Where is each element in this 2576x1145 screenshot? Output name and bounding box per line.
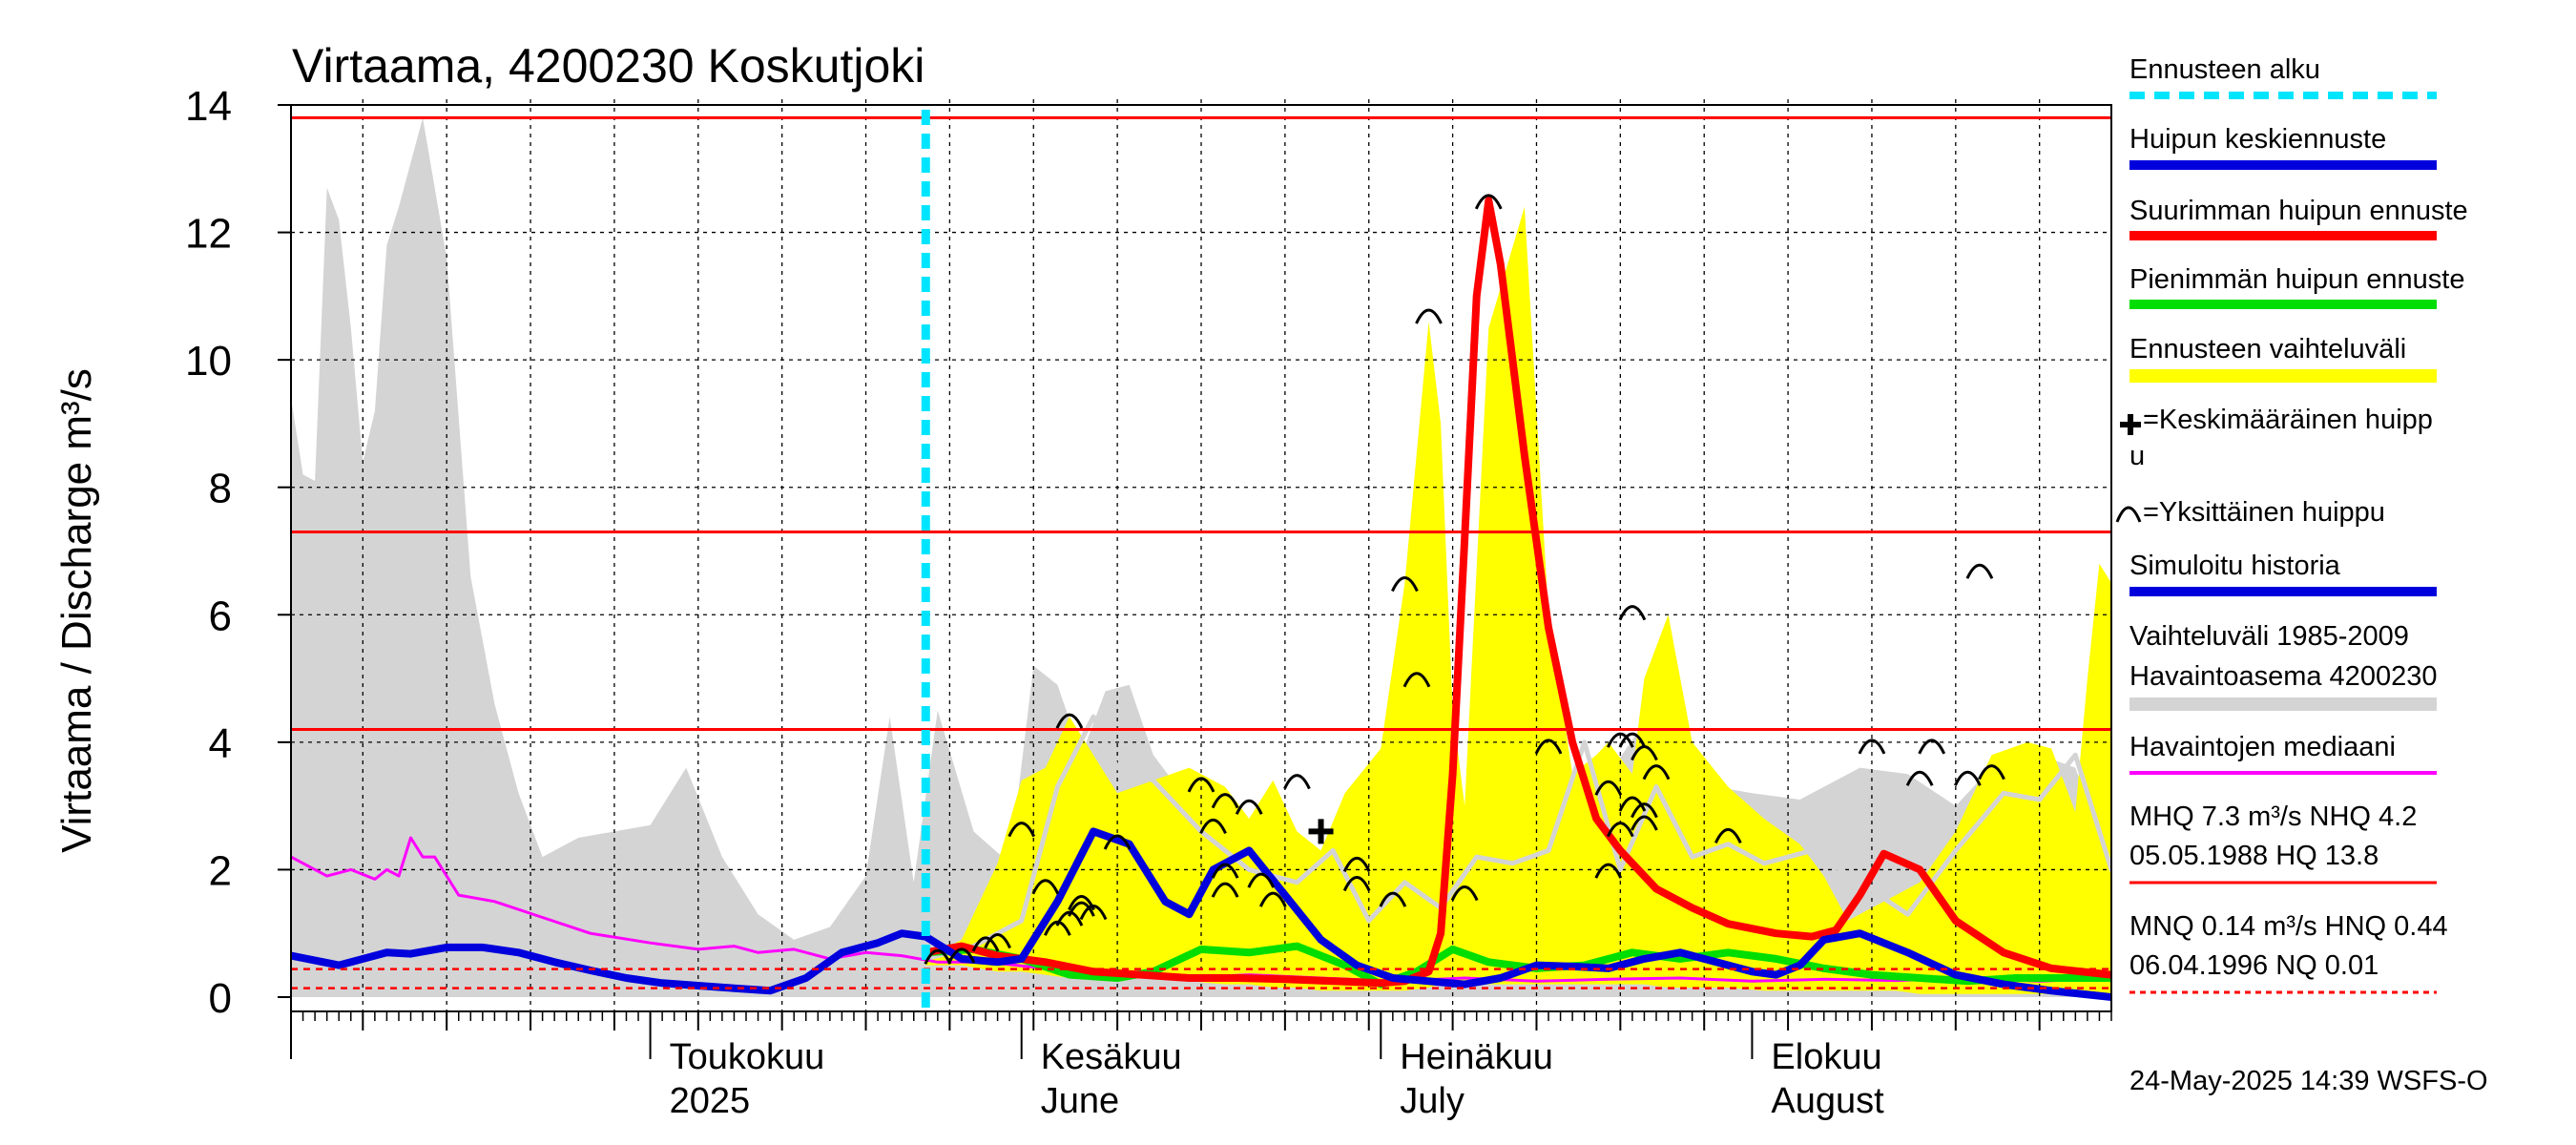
single-peak-marker (1631, 815, 1658, 831)
x-month-label-fi: Heinäkuu (1400, 1037, 1553, 1077)
legend-mhq-text: MHQ 7.3 m³/s NHQ 4.2 (2129, 802, 2417, 832)
legend: Ennusteen alku Huipun keskiennuste Suuri… (2115, 54, 2468, 994)
legend-huipun-keskiennuste-label: Huipun keskiennuste (2129, 124, 2386, 155)
x-month-label-en: June (1041, 1081, 1119, 1121)
single-peak-marker (1642, 764, 1671, 781)
footer-timestamp: 24-May-2025 14:39 WSFS-O (2129, 1066, 2488, 1096)
single-peak-marker (1618, 796, 1647, 812)
single-peak-marker (1415, 308, 1443, 324)
y-tick-label: 12 (185, 211, 232, 258)
legend-havaintoasema-label: Havaintoasema 4200230 (2129, 661, 2437, 692)
cross-icon (2120, 414, 2141, 435)
single-peak-marker (971, 936, 1000, 952)
single-peak-marker (1391, 576, 1419, 593)
series-lines-layer (291, 197, 2111, 1001)
single-peak-marker (1918, 739, 1946, 755)
single-peak-marker (1187, 777, 1215, 793)
legend-simuloitu-label: Simuloitu historia (2129, 551, 2341, 581)
y-tick-label: 6 (209, 593, 232, 639)
band-ennusteen-vaihteluvali (925, 206, 2111, 994)
legend-suurimman-label: Suurimman huipun ennuste (2129, 196, 2468, 226)
single-peak-marker (924, 948, 952, 965)
legend-nq-text: 06.04.1996 NQ 0.01 (2129, 950, 2379, 981)
single-peak-marker (1103, 834, 1132, 850)
single-peak-marker (1068, 901, 1095, 917)
mean-peak-marker (1308, 819, 1334, 844)
single-peak-marker (1199, 818, 1227, 834)
x-month-label-en: July (1400, 1081, 1465, 1121)
single-peak-marker (1474, 194, 1503, 210)
y-tick-label: 4 (209, 720, 232, 767)
single-peak-marker (1606, 822, 1634, 838)
single-peaks-layer (924, 194, 2005, 965)
line-suurimman-huipun-ennuste (922, 197, 2111, 988)
single-peak-marker (1594, 863, 1623, 879)
forecast-range-layer (925, 206, 2111, 994)
legend-keskimaarainen-label-wrap: u (2129, 441, 2145, 471)
single-peak-marker (1008, 822, 1036, 838)
x-month-label-en: 2025 (670, 1081, 751, 1121)
y-tick-label: 2 (209, 847, 232, 894)
legend-keskimaarainen-label: =Keskimääräinen huipp (2143, 405, 2433, 435)
x-month-label-en: August (1771, 1081, 1884, 1121)
y-tick-label: 10 (185, 338, 232, 385)
y-tick-label: 14 (185, 83, 232, 130)
single-peak-marker (1618, 732, 1647, 748)
single-peak-marker (1055, 713, 1084, 729)
y-tick-label: 8 (209, 466, 232, 512)
single-peak-marker (1534, 739, 1563, 755)
single-peak-marker (1402, 672, 1431, 688)
line-havaintojen-mediaani (291, 836, 2111, 983)
single-peak-marker (1211, 793, 1239, 809)
reference-lines-layer (291, 110, 2111, 1011)
single-peak-marker (1283, 774, 1311, 790)
single-peak-marker (1606, 732, 1634, 748)
single-peak-marker (1342, 875, 1371, 892)
legend-vaihteluvali-hist-label: Vaihteluväli 1985-2009 (2129, 621, 2409, 652)
single-peak-marker (1631, 802, 1658, 819)
line-huipun-keskiennuste (291, 827, 2111, 1001)
single-peak-marker (1211, 882, 1239, 898)
legend-vaihteluvali-label: Ennusteen vaihteluväli (2129, 334, 2406, 364)
single-peak-marker (1714, 827, 1742, 844)
single-peak-marker (1379, 891, 1407, 907)
legend-hq-text: 05.05.1988 HQ 13.8 (2129, 841, 2379, 871)
single-peak-marker (1631, 745, 1658, 761)
single-peak-marker (1618, 605, 1647, 621)
single-peak-marker (1965, 563, 1994, 579)
y-axis-label: Virtaama / Discharge m³/s (53, 368, 100, 853)
single-peak-marker (1031, 879, 1060, 895)
x-month-label-fi: Kesäkuu (1041, 1037, 1182, 1077)
peak-arc-icon (2115, 506, 2142, 523)
single-peak-marker (984, 933, 1011, 949)
single-peak-marker (1235, 799, 1263, 815)
single-peak-marker (1258, 891, 1287, 907)
single-peak-marker (1954, 770, 1982, 786)
y-tick-label: 0 (209, 975, 232, 1022)
single-peak-marker (1247, 872, 1276, 888)
legend-ennusteen-alku-label: Ennusteen alku (2129, 54, 2320, 85)
legend-havaintojen-mediaani-label: Havaintojen mediaani (2129, 732, 2396, 762)
single-peak-marker (947, 947, 976, 964)
line-vaihteluvalin-mediaani (923, 714, 2111, 962)
single-peak-marker (1079, 905, 1108, 921)
chart-title: Virtaama, 4200230 Koskutjoki (292, 39, 924, 93)
legend-mnq-text: MNQ 0.14 m³/s HNQ 0.44 (2129, 911, 2448, 942)
legend-yksittainen-label: =Yksittäinen huippu (2143, 497, 2385, 528)
single-peak-marker (1594, 780, 1623, 796)
single-peak-marker (1211, 863, 1239, 879)
single-peak-marker (1905, 770, 1934, 786)
x-month-label-fi: Toukokuu (670, 1037, 825, 1077)
single-peak-marker (1450, 885, 1479, 902)
single-peak-marker (1342, 856, 1371, 873)
legend-pienimman-label: Pienimmän huipun ennuste (2129, 264, 2464, 295)
x-month-label-fi: Elokuu (1771, 1037, 1881, 1077)
single-peak-marker (1858, 739, 1886, 755)
single-peak-marker (1978, 764, 2005, 781)
